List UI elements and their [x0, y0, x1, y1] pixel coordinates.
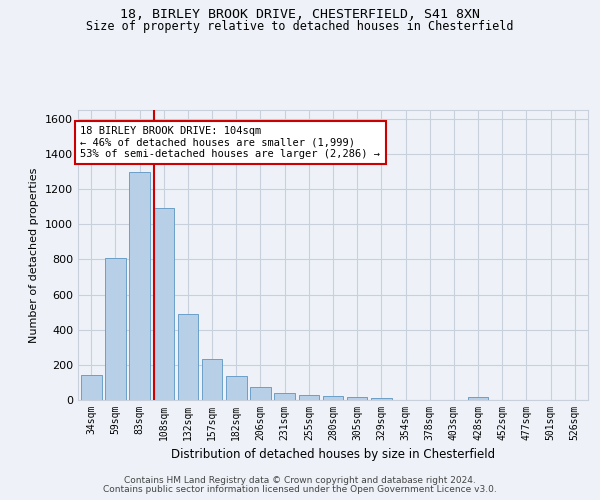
Bar	[202, 358, 223, 400]
Text: 18 BIRLEY BROOK DRIVE: 104sqm
← 46% of detached houses are smaller (1,999)
53% o: 18 BIRLEY BROOK DRIVE: 104sqm ← 46% of d…	[80, 126, 380, 159]
Bar	[371, 398, 392, 400]
Bar	[323, 396, 343, 400]
Bar	[274, 392, 295, 400]
Text: Contains HM Land Registry data © Crown copyright and database right 2024.: Contains HM Land Registry data © Crown c…	[124, 476, 476, 485]
Bar	[347, 397, 367, 400]
Text: 18, BIRLEY BROOK DRIVE, CHESTERFIELD, S41 8XN: 18, BIRLEY BROOK DRIVE, CHESTERFIELD, S4…	[120, 8, 480, 20]
Text: Size of property relative to detached houses in Chesterfield: Size of property relative to detached ho…	[86, 20, 514, 33]
Y-axis label: Number of detached properties: Number of detached properties	[29, 168, 40, 342]
Text: Contains public sector information licensed under the Open Government Licence v3: Contains public sector information licen…	[103, 485, 497, 494]
Bar	[154, 208, 174, 400]
Bar	[130, 172, 150, 400]
Bar	[250, 387, 271, 400]
Bar	[226, 376, 247, 400]
Bar	[468, 397, 488, 400]
X-axis label: Distribution of detached houses by size in Chesterfield: Distribution of detached houses by size …	[171, 448, 495, 462]
Bar	[178, 314, 198, 400]
Bar	[81, 376, 101, 400]
Bar	[105, 258, 126, 400]
Bar	[299, 396, 319, 400]
